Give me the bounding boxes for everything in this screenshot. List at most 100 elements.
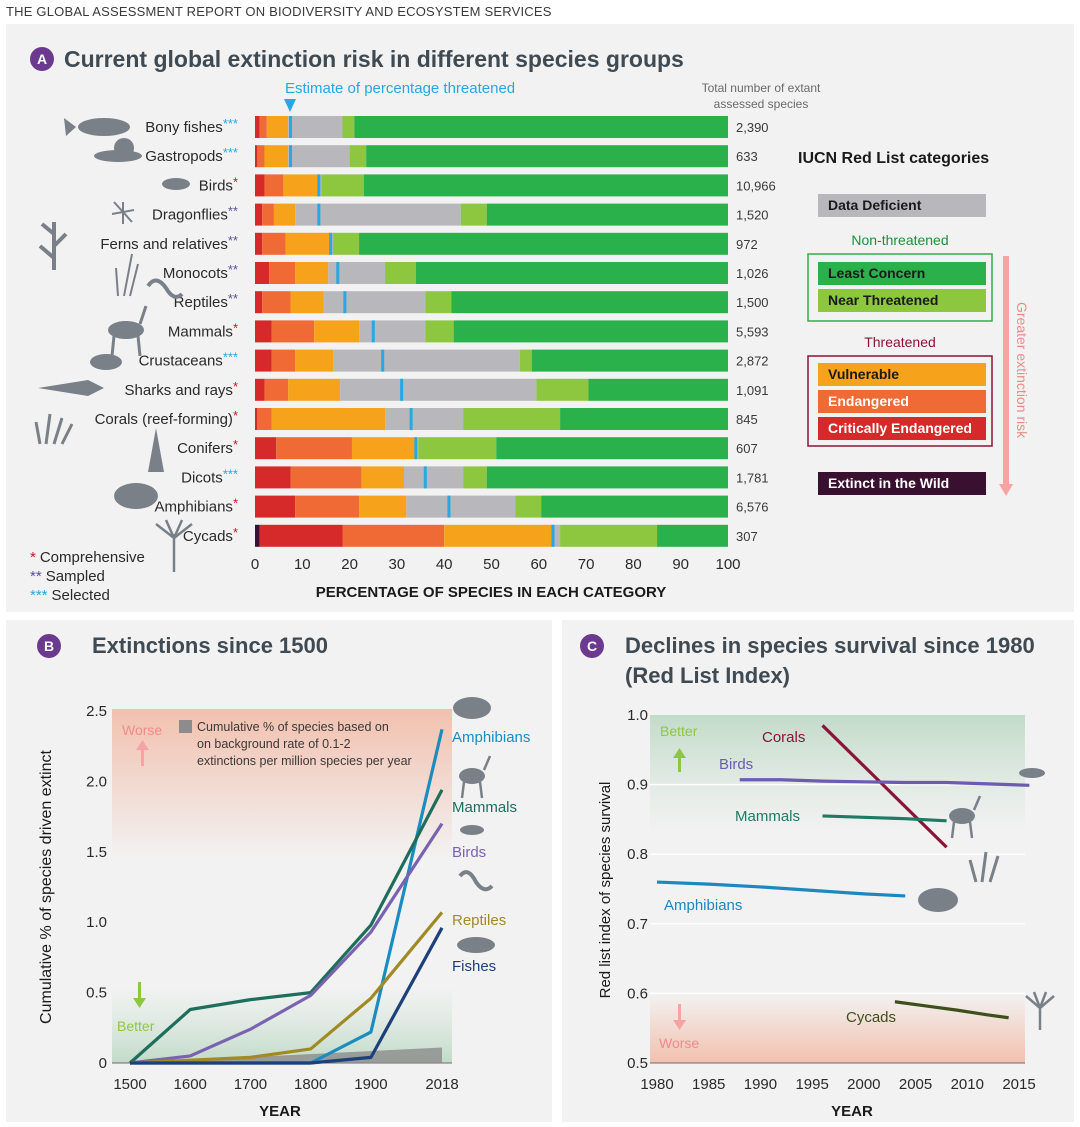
conifer-icon [148,428,164,472]
lizard-icon [458,870,494,892]
legend-label-dd: Data Deficient [828,197,922,213]
y-tick-label: 2.5 [86,703,107,720]
chart-a-svg: A Current global extinction risk in diffe… [30,46,1030,604]
report-title: THE GLOBAL ASSESSMENT REPORT ON BIODIVER… [6,4,552,19]
bar-segment-vu [295,262,329,284]
chart-c-title: Declines in species survival since 1980 [625,633,1035,658]
group-stars: *** [223,145,238,160]
hummingbird-icon [162,178,190,190]
group-label-corals-reef-forming-: Corals (reef-forming)* [95,408,238,428]
deer-icon [949,808,975,824]
bar-segment-vu [288,378,341,401]
estimate-marker [343,291,347,314]
background-legend-swatch [179,720,192,733]
frog-icon [918,888,958,912]
bar-segment-lc [560,408,728,430]
x-tick-label: 20 [341,556,358,573]
series-line-mammals [822,814,947,823]
group-label-bony-fishes: Bony fishes*** [145,116,238,136]
series-label-mammals: Mammals [735,808,800,825]
group-count: 5,593 [736,324,769,339]
bar-segment-cr [255,262,270,284]
legend-swatch-vu [818,363,986,386]
bar-segment-lc [588,378,728,401]
x-tick-label: 2000 [847,1076,880,1093]
bar-segment-dd [288,116,343,138]
estimate-marker [409,408,413,430]
group-name: Amphibians [155,499,233,516]
legend-label-ew: Extinct in the Wild [828,475,949,491]
chart-b-svg: B Extinctions since 1500 Worse Better Cumula… [37,633,530,1120]
group-stars: ** [228,233,238,248]
group-name: Reptiles [174,294,228,311]
fern-icon [38,222,68,270]
bar-segment-lc [451,291,728,314]
y-tick-label: 0.5 [627,1055,648,1072]
bar-segment-nt [425,291,452,314]
estimate-marker [371,320,375,343]
group-stars: * [233,379,238,394]
legend-box-threatened [807,355,993,447]
y-tick-label: 1.5 [86,844,107,861]
group-label-ferns-and-relatives: Ferns and relatives** [100,233,238,253]
group-count: 2,390 [736,120,769,135]
group-count: 1,026 [736,266,769,281]
y-tick-label: 0.7 [627,916,648,933]
group-count: 1,500 [736,295,769,310]
better-arrow-head [133,998,146,1008]
x-tick-label: 90 [672,556,689,573]
bar-segment-vu [361,466,404,489]
series-line-birds [739,778,1030,787]
bar-segment-nt [342,116,355,138]
x-tick-label: 1700 [234,1076,267,1093]
series-label-reptiles: Reptiles [452,912,506,929]
bar-segment-cr [255,203,263,226]
series-line-birds [129,822,444,1065]
group-stars: *** [223,116,238,131]
group-label-mammals: Mammals* [168,320,238,340]
dragonfly-icon [111,201,135,224]
legend-swatch-ew [818,472,986,495]
bar-segment-lc [541,495,728,518]
worse-label: Worse [122,722,162,738]
group-stars: * [233,174,238,189]
group-name: Bony fishes [145,119,223,136]
bar-segment-vu [351,437,416,460]
group-name: Dicots [181,469,223,486]
chart-c-svg: C Declines in species survival since 1980… [580,633,1055,1120]
bar-segment-lc [366,145,728,168]
group-label-monocots: Monocots** [163,262,238,282]
x-tick-label: 70 [578,556,595,573]
panel-badge-letter: B [44,638,54,654]
x-tick-label: 1500 [113,1076,146,1093]
bar-segment-cr [255,437,277,460]
x-tick-label: 100 [715,556,740,573]
crab-icon [90,354,122,370]
bar-segment-en [262,291,291,314]
risk-arrow-shaft [1003,256,1009,486]
legend-swatch-en [818,390,986,413]
deer-legs-icon [460,755,492,799]
x-tick-label: 1990 [744,1076,777,1093]
group-label-cycads: Cycads* [183,525,238,545]
bar-segment-vu [264,145,289,168]
snail-shell-icon [114,138,134,158]
bar-segment-nt [519,349,532,372]
panel-badge-circle [30,47,54,71]
legend-label-nt: Near Threatened [828,292,938,308]
group-name: Gastropods [145,148,223,165]
x-tick-label: 0 [251,556,259,573]
x-tick-label: 1980 [640,1076,673,1093]
bar-segment-vu [314,320,360,343]
bar-segment-dd [295,203,461,226]
bar-segment-en [259,116,267,138]
group-stars: * [233,525,238,540]
fish-icon [457,937,495,953]
background-legend-line: on background rate of 0.1-2 [197,737,351,751]
group-count: 6,576 [736,500,769,515]
risk-arrow-head [999,484,1013,496]
bar-segment-en [342,524,445,547]
bar-segment-ew [255,524,260,547]
bar-segment-cr [255,320,272,343]
bar-segment-dd [552,524,561,547]
